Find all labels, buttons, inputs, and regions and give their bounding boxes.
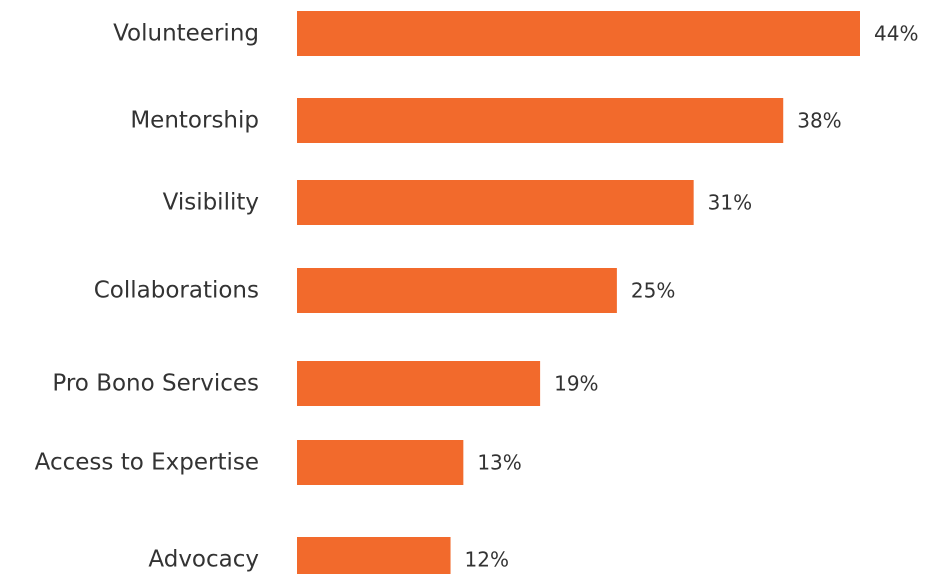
category-label: Advocacy	[148, 547, 259, 573]
value-label: 25%	[631, 279, 675, 303]
bar	[297, 268, 617, 313]
category-label: Mentorship	[130, 108, 259, 134]
category-label: Pro Bono Services	[52, 371, 259, 397]
bar	[297, 361, 541, 406]
bar	[297, 537, 451, 574]
value-label: 12%	[465, 548, 509, 572]
value-label: 44%	[874, 22, 918, 46]
bar	[297, 180, 694, 225]
bar	[297, 440, 464, 485]
value-label: 38%	[797, 109, 841, 133]
category-label: Collaborations	[94, 278, 259, 304]
value-label: 13%	[477, 451, 521, 475]
value-label: 19%	[554, 372, 598, 396]
category-label: Visibility	[163, 190, 259, 216]
bar	[297, 11, 860, 56]
category-label: Volunteering	[113, 21, 259, 47]
bar	[297, 98, 784, 143]
value-label: 31%	[708, 191, 752, 215]
category-label: Access to Expertise	[35, 450, 259, 476]
